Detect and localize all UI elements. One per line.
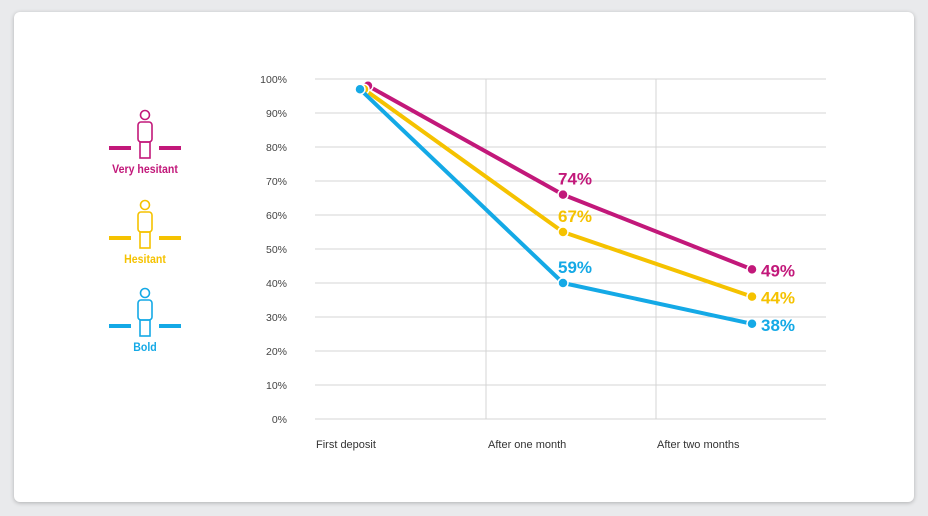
data-point [354, 83, 366, 95]
legend-item-hesitant: Hesitant [90, 198, 200, 266]
y-tick-label: 50% [266, 244, 287, 256]
data-point [557, 277, 569, 289]
y-tick-label: 10% [266, 380, 287, 392]
y-tick-label: 70% [266, 176, 287, 188]
data-label: 38% [761, 316, 795, 335]
y-tick-label: 30% [266, 312, 287, 324]
y-tick-label: 0% [272, 414, 287, 426]
data-label: 49% [761, 261, 795, 280]
y-tick-label: 100% [260, 74, 287, 86]
legend-item-very-hesitant: Very hesitant [90, 108, 200, 176]
data-label: 44% [761, 289, 795, 308]
y-tick-label: 90% [266, 108, 287, 120]
data-point [746, 290, 758, 303]
y-tick-label: 20% [266, 346, 287, 358]
x-tick-label: First deposit [316, 439, 376, 451]
data-point [557, 188, 569, 201]
legend-label: Hesitant [124, 252, 166, 266]
person-icon [109, 109, 181, 159]
data-point [746, 263, 758, 276]
x-tick-label: After two months [657, 439, 740, 451]
y-tick-label: 40% [266, 278, 287, 290]
person-icon [109, 287, 181, 337]
x-tick-label: After one month [488, 439, 566, 451]
data-point [746, 318, 758, 330]
data-label: 67% [558, 207, 592, 226]
chart-card [14, 12, 914, 502]
legend-item-bold: Bold [90, 286, 200, 354]
data-label: 74% [558, 170, 592, 189]
person-icon [109, 199, 181, 249]
legend-label: Very hesitant [112, 162, 178, 176]
legend-label: Bold [133, 340, 157, 354]
data-point [557, 226, 569, 238]
series-line [358, 87, 754, 326]
data-label: 59% [558, 258, 592, 277]
y-tick-label: 60% [266, 210, 287, 222]
y-tick-label: 80% [266, 142, 287, 154]
